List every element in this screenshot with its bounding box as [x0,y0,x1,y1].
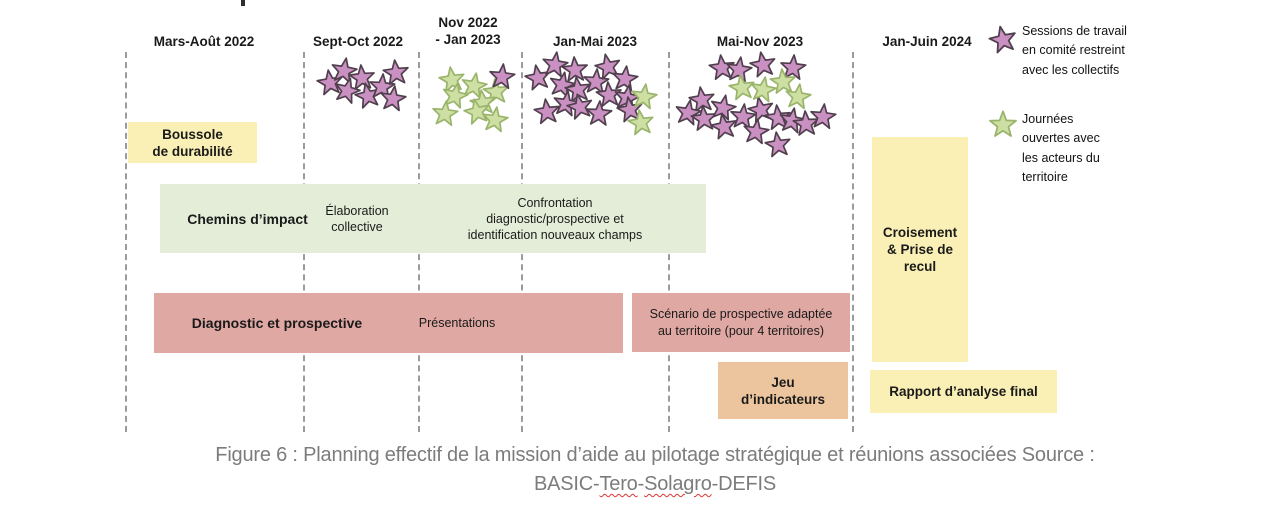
legend-journees-star [989,110,1017,137]
sessions-sept-oct-star [382,59,409,86]
journees-nov-jan-star [438,66,465,93]
figure-caption-line1: Figure 6 : Planning effectif de la missi… [215,444,1095,466]
sessions-jan-mai-star [549,71,576,98]
legend-journees-label: Journées ouvertes avec les acteurs du te… [1022,112,1100,185]
timeline-period-jan-mai-2023: Jan-Mai 2023 [552,34,638,49]
cropped-text-fragment [241,0,245,6]
confrontation-diagnostic-label: Confrontation diagnostic/prospective et … [467,195,643,242]
sessions-sept-oct-star [348,64,375,90]
journees-nov-jan-star [482,78,509,104]
sessions-jan-mai-star [583,68,610,94]
sessions-mai-nov-star [749,51,776,78]
elaboration-collective-label: Élaboration collective [325,203,389,234]
sessions-sept-oct-star [380,85,407,112]
sessions-mai-nov-star [792,110,819,136]
sessions-mai-nov-star [810,103,837,130]
sessions-jan-mai-star [595,81,622,107]
presentations-label: Présentations [418,316,496,330]
sessions-jan-mai-star [561,56,588,82]
sessions-mai-nov-star [764,104,791,131]
sessions-jan-mai-star [586,100,613,126]
timeline-period-mars-aout-2022: Mars-Août 2022 [153,34,255,49]
legend-sessions-star [988,25,1016,54]
journees-mai-nov-star [769,68,796,94]
boussole-durabilite-box: Boussole de durabilité [128,122,257,163]
figure-caption: Figure 6 : Planning effectif de la missi… [15,441,1280,499]
figure-caption-line2: BASIC-Tero-Solagro-DEFIS [534,473,776,495]
journees-mai-nov-star [728,74,755,101]
sessions-mai-nov-star [675,99,702,126]
journees-mai-nov-star [785,83,812,110]
legend-sessions-label: Sessions de travail en comité restreint … [1022,24,1127,77]
timeline-period-mai-nov-2023: Mai-Nov 2023 [716,34,804,49]
jeu-indicateurs-box: Jeu d’indicateurs [718,362,848,419]
diagnostic-prospective-label: Diagnostic et prospective [191,315,363,331]
journees-jan-mai-star [627,109,654,136]
sessions-jan-mai-star [524,64,551,91]
sessions-mai-nov-star [710,113,737,140]
timeline-period-sept-oct-2022: Sept-Oct 2022 [312,34,404,49]
croisement-prise-de-recul-box: Croisement & Prise de recul [872,137,968,362]
sessions-sept-oct-star [369,73,396,99]
journees-nov-jan-star [442,82,469,109]
rapport-analyse-final-box: Rapport d’analyse final [870,370,1057,413]
scenario-prospective-box: Scénario de prospective adaptée au terri… [632,293,850,352]
misspelled-word-solagro: Solagro [644,473,712,495]
timeline-period-jan-juin-2024: Jan-Juin 2024 [882,34,972,49]
sessions-mai-nov-star [764,131,791,158]
sessions-mai-nov-star [730,103,757,130]
journees-nov-jan-star [461,72,488,99]
chemins-impact-bar: Chemins d’impact Élaboration collective … [160,184,706,253]
misspelled-word-tero: Tero [599,473,638,495]
diagnostic-prospective-bar: Diagnostic et prospective Présentations [154,293,623,353]
journees-nov-jan-star [463,98,490,125]
sessions-nov-jan-star [489,63,516,90]
journees-nov-jan-star [432,100,459,127]
journees-mai-nov-star [750,76,777,103]
sessions-sept-oct-star [335,77,361,104]
sessions-jan-mai-star [542,51,569,78]
sessions-jan-mai-star [612,65,639,92]
timeline-period-nov-2022-jan-2023: Nov 2022 - Jan 2023 [435,15,501,47]
chemins-impact-label: Chemins d’impact [187,210,308,227]
journees-jan-mai-star [631,83,658,110]
sessions-mai-nov-star [726,56,753,83]
sessions-mai-nov-star [780,54,807,80]
sessions-jan-mai-star [566,93,593,120]
sessions-sept-oct-star [331,57,358,84]
sessions-jan-mai-star [533,98,560,125]
sessions-mai-nov-star [690,105,717,131]
journees-nov-jan-star [482,106,509,133]
sessions-mai-nov-star [708,54,735,81]
sessions-mai-nov-star [743,118,770,145]
column-divider [852,52,854,432]
column-divider [125,52,127,432]
